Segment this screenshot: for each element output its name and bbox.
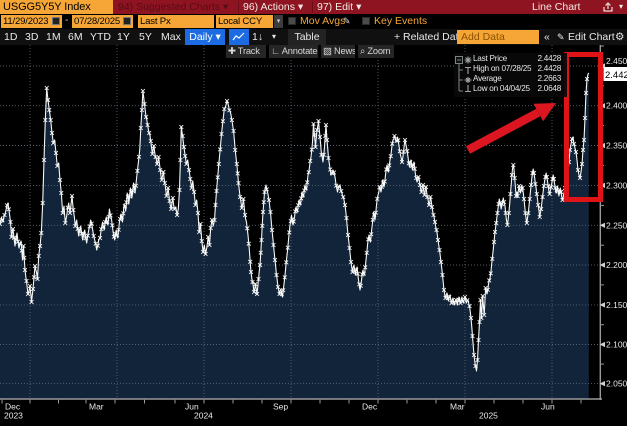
svg-text:2.350: 2.350	[606, 141, 627, 151]
svg-text:2.050: 2.050	[606, 379, 627, 389]
svg-text:2.400: 2.400	[606, 101, 627, 111]
svg-text:2025: 2025	[479, 411, 498, 421]
svg-text:2.450: 2.450	[606, 56, 627, 66]
svg-text:2.100: 2.100	[606, 340, 627, 350]
svg-text:2024: 2024	[194, 411, 213, 421]
svg-text:2.150: 2.150	[606, 300, 627, 310]
svg-text:2.200: 2.200	[606, 260, 627, 270]
svg-text:2.442: 2.442	[605, 70, 627, 81]
svg-text:2.300: 2.300	[606, 180, 627, 190]
svg-text:2023: 2023	[4, 411, 23, 421]
svg-text:2.250: 2.250	[606, 220, 627, 230]
svg-text:Mar: Mar	[89, 402, 104, 412]
svg-text:Jun: Jun	[541, 402, 555, 412]
svg-text:Sep: Sep	[273, 402, 288, 412]
svg-text:Mar: Mar	[450, 402, 465, 412]
svg-text:Dec: Dec	[362, 402, 378, 412]
